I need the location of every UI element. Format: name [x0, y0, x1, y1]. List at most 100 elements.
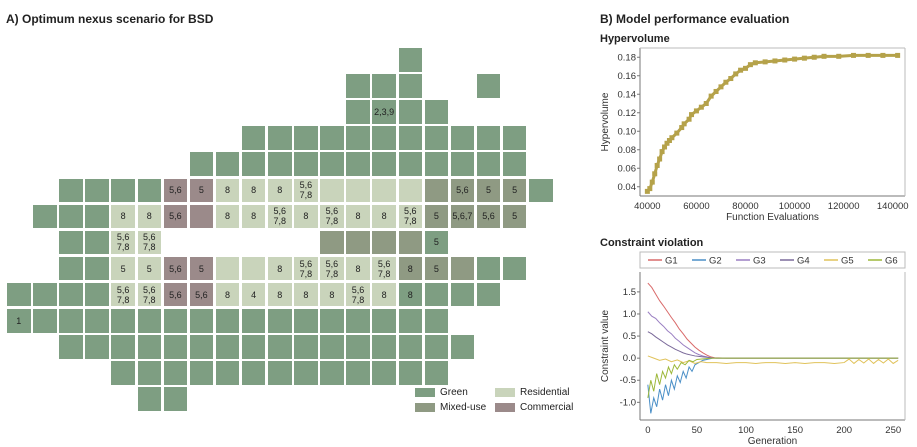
legend-label-commercial: Commercial	[520, 402, 574, 413]
map-cell-r9-c15: 8	[397, 281, 423, 308]
hv-ytick-2: 0.08	[618, 145, 637, 156]
map-cell-r3-c12	[319, 125, 345, 151]
map-cell-r1-c15	[397, 73, 423, 99]
map-cell-r13-c5	[136, 386, 162, 412]
hv-point-19	[708, 93, 714, 99]
map-cell-r4-c16	[423, 151, 450, 177]
map-cell-r5-c4	[110, 177, 136, 203]
cv-xtick-2: 100	[738, 425, 754, 436]
hv-point-3	[652, 171, 658, 177]
hv-point-32	[792, 56, 798, 62]
map-cell-r9-c4: 5,6 7,8	[110, 281, 136, 308]
map-cell-r6-c5: 8	[136, 203, 162, 230]
map-cell-r5-c7: 5	[188, 177, 215, 203]
map-cell-r10-c14	[371, 308, 397, 334]
cv-legend-label-G6: G6	[885, 256, 898, 267]
map-cell-r12-c4	[110, 360, 136, 386]
map-cell-r6-c17: 5,6,7	[449, 203, 476, 230]
cv-series-G4	[647, 331, 899, 359]
hv-point-1	[647, 186, 653, 192]
hv-ylabel: Hypervolume	[600, 92, 611, 151]
map-cell-r2-c13	[345, 99, 371, 125]
map-cell-r3-c14	[371, 125, 397, 151]
map-cell-r12-c13	[345, 360, 371, 386]
cv-xtick-0: 0	[645, 425, 650, 436]
map-cell-r10-c3	[84, 308, 110, 334]
map-cell-r5-c18: 5	[475, 177, 502, 203]
map-cell-r10-c0: 1	[6, 308, 32, 334]
map-cell-r5-c14	[371, 177, 397, 203]
constraint-title: Constraint violation	[600, 237, 704, 249]
map-cell-r4-c10	[267, 151, 293, 177]
map-cell-r8-c6: 5,6	[162, 255, 189, 282]
map-cell-r6-c18: 5,6	[475, 203, 502, 230]
map-cell-r11-c5	[136, 334, 162, 360]
map-cell-r12-c6	[162, 360, 189, 386]
hv-point-8	[664, 140, 670, 146]
map-cell-r5-c17: 5,6	[449, 177, 476, 203]
map-cell-r9-c13: 5,6 7,8	[345, 281, 371, 308]
hv-series-line	[646, 53, 898, 193]
hv-point-27	[747, 62, 753, 68]
land-use-map: 2,3,9 5,6 5 8 8 8 5,6 7,8 5,6 5 5 8 8 5,6 8 8 5,6 7,8 8 5…	[6, 47, 554, 412]
map-cell-r10-c7	[188, 308, 215, 334]
hv-point-5	[657, 156, 663, 162]
hv-point-25	[738, 67, 744, 73]
map-cell-r10-c15	[397, 308, 423, 334]
cv-series-G3	[647, 311, 899, 359]
map-cell-r11-c6	[162, 334, 189, 360]
map-cell-r11-c13	[345, 334, 371, 360]
map-cell-r11-c11	[293, 334, 319, 360]
map-cell-r5-c15	[397, 177, 423, 203]
map-cell-r7-c15	[397, 229, 423, 256]
map-cell-r6-c11: 8	[293, 203, 319, 230]
map-cell-r9-c9: 4	[240, 281, 267, 308]
map-cell-r7-c4: 5,6 7,8	[110, 229, 136, 256]
map-cell-r9-c0	[6, 281, 32, 308]
map-cell-r3-c18	[475, 125, 502, 151]
map-cell-r5-c11: 5,6 7,8	[293, 177, 319, 203]
map-cell-r7-c14	[371, 229, 397, 256]
cv-series-G5	[647, 355, 899, 365]
legend-label-green: Green	[440, 387, 468, 398]
map-cell-r10-c13	[345, 308, 371, 334]
hv-xtick-3: 100000	[779, 201, 811, 212]
map-cell-r7-c16: 5	[423, 229, 450, 256]
hv-point-11	[674, 130, 680, 136]
cv-ytick-3: 0.5	[623, 331, 636, 342]
hv-xtick-2: 80000	[732, 201, 758, 212]
map-cell-r12-c11	[293, 360, 319, 386]
map-cell-r6-c6: 5,6	[162, 203, 189, 230]
map-cell-r4-c17	[449, 151, 476, 177]
map-cell-r9-c10: 8	[267, 281, 293, 308]
map-cell-r10-c2	[58, 308, 84, 334]
map-cell-r1-c18	[475, 73, 502, 99]
map-cell-r6-c2	[58, 203, 84, 230]
map-cell-r8-c3	[84, 255, 110, 282]
map-cell-r12-c9	[240, 360, 267, 386]
map-cell-r4-c14	[371, 151, 397, 177]
map-cell-r8-c17	[449, 255, 476, 282]
hv-ytick-1: 0.06	[618, 163, 637, 174]
hv-point-16	[693, 108, 699, 114]
map-cell-r13-c6	[162, 386, 189, 412]
cv-xtick-5: 250	[885, 425, 901, 436]
map-cell-r6-c13: 8	[345, 203, 371, 230]
map-cell-r6-c4: 8	[110, 203, 136, 230]
map-cell-r8-c4: 5	[110, 255, 136, 282]
map-cell-r0-c15	[397, 47, 423, 73]
hv-xtick-5: 140000	[877, 201, 909, 212]
map-cell-r6-c3	[84, 203, 110, 230]
map-cell-r8-c18	[475, 255, 502, 282]
legend-swatch-mixed-use	[415, 403, 435, 412]
hv-point-22	[723, 79, 729, 85]
map-cell-r8-c19	[501, 255, 528, 282]
map-cell-r4-c12	[319, 151, 345, 177]
cv-legend-label-G5: G5	[841, 256, 854, 267]
map-cell-r9-c5: 5,6 7,8	[136, 281, 162, 308]
map-cell-r8-c16: 5	[423, 255, 450, 282]
map-cell-r10-c5	[136, 308, 162, 334]
map-cell-r8-c11: 5,6 7,8	[293, 255, 319, 282]
map-cell-r1-c13	[345, 73, 371, 99]
map-cell-r7-c12	[319, 229, 345, 256]
